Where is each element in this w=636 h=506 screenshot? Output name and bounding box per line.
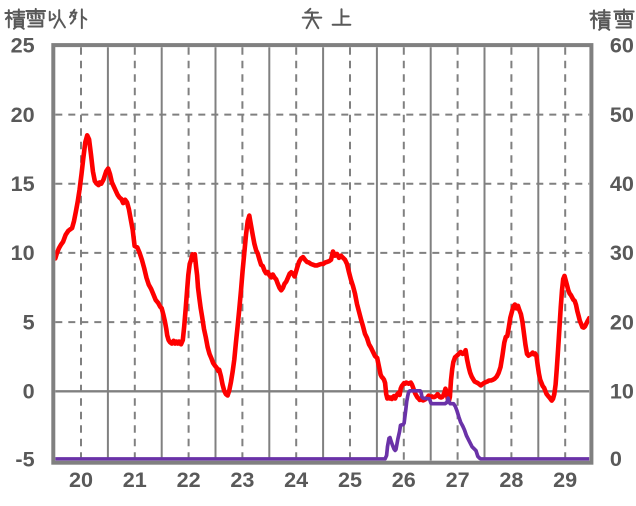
svg-text:25: 25 bbox=[11, 32, 35, 57]
svg-text:21: 21 bbox=[123, 467, 147, 492]
svg-text:25: 25 bbox=[338, 467, 362, 492]
svg-text:29: 29 bbox=[553, 467, 577, 492]
svg-text:26: 26 bbox=[392, 467, 416, 492]
svg-text:22: 22 bbox=[177, 467, 201, 492]
svg-text:5: 5 bbox=[23, 309, 35, 334]
svg-text:23: 23 bbox=[230, 467, 254, 492]
svg-text:60: 60 bbox=[610, 32, 634, 57]
svg-text:10: 10 bbox=[11, 240, 35, 265]
svg-text:27: 27 bbox=[446, 467, 470, 492]
svg-text:20: 20 bbox=[610, 309, 634, 334]
svg-text:20: 20 bbox=[11, 102, 35, 127]
svg-text:20: 20 bbox=[69, 467, 93, 492]
svg-text:10: 10 bbox=[610, 379, 634, 404]
svg-text:15: 15 bbox=[11, 171, 35, 196]
svg-text:40: 40 bbox=[610, 171, 634, 196]
svg-text:30: 30 bbox=[610, 240, 634, 265]
svg-text:28: 28 bbox=[499, 467, 523, 492]
svg-text:-5: -5 bbox=[15, 446, 34, 471]
svg-text:0: 0 bbox=[23, 379, 35, 404]
svg-text:0: 0 bbox=[610, 446, 622, 471]
svg-text:24: 24 bbox=[284, 467, 308, 492]
svg-text:50: 50 bbox=[610, 102, 634, 127]
